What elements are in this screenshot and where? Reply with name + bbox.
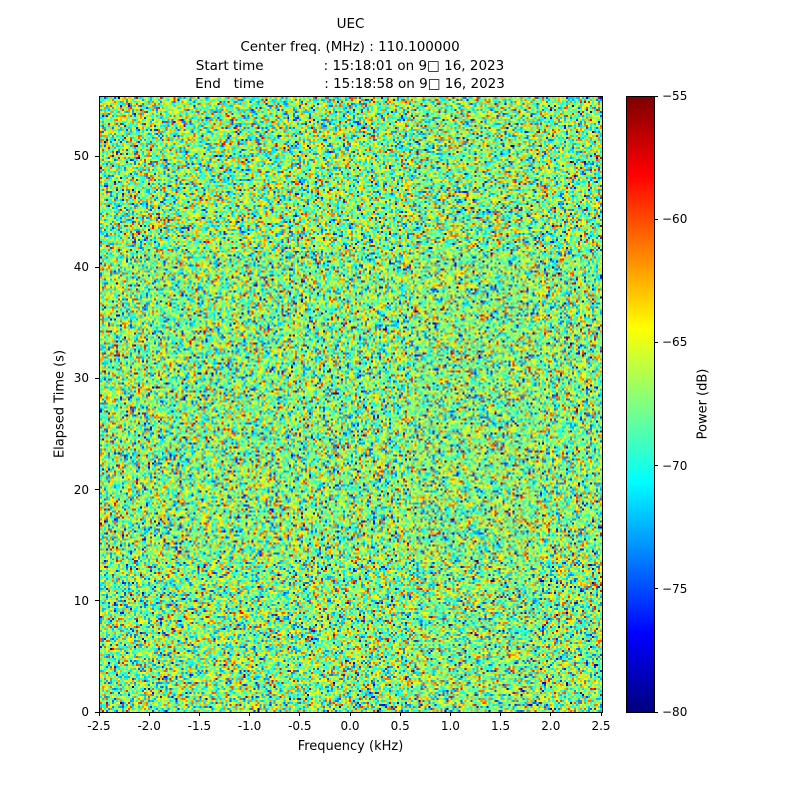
colorbar-tick-label: −70	[662, 458, 688, 473]
center-freq-line: Center freq. (MHz) : 110.100000	[240, 39, 460, 55]
y-tick-label: 10	[73, 593, 89, 608]
x-tick-mark	[600, 712, 602, 716]
y-tick-label: 40	[73, 260, 89, 275]
x-tick-mark	[249, 712, 251, 716]
colorbar-tick-label: −80	[662, 705, 688, 719]
colorbar-tick-mark	[654, 95, 658, 97]
x-tick-label: 0.5	[390, 719, 410, 733]
x-tick-mark	[550, 712, 552, 716]
y-tick-label: 50	[73, 149, 89, 164]
x-tick-mark	[349, 712, 351, 716]
y-tick-label: 0	[81, 705, 89, 719]
x-tick-label: -1.5	[187, 719, 212, 733]
colorbar-canvas	[627, 97, 654, 712]
x-tick-label: 1.0	[440, 719, 460, 733]
x-tick-mark	[299, 712, 301, 716]
colorbar-tick-label: −75	[662, 581, 688, 596]
x-tick-label: 2.0	[541, 719, 561, 733]
y-tick-label: 20	[73, 482, 89, 497]
x-tick-label: -2.5	[87, 719, 111, 733]
colorbar	[626, 96, 655, 713]
x-tick-label: -0.5	[288, 719, 312, 733]
x-tick-label: -1.0	[237, 719, 262, 733]
x-axis-label: Frequency (kHz)	[297, 739, 404, 754]
colorbar-tick-mark	[654, 465, 658, 467]
colorbar-label: Power (dB)	[695, 368, 711, 440]
x-tick-mark	[399, 712, 401, 716]
y-axis-label: Elapsed Time (s)	[52, 349, 68, 459]
start-time-line: Start time : 15:18:01 on 9□ 16, 2023	[195, 58, 505, 74]
x-tick-mark	[500, 712, 502, 716]
colorbar-tick-mark	[654, 711, 658, 713]
x-tick-label: 1.5	[491, 719, 511, 733]
colorbar-tick-label: −60	[662, 212, 688, 227]
spectrogram-canvas	[100, 97, 602, 712]
plot-area	[99, 96, 603, 713]
x-tick-mark	[449, 712, 451, 716]
colorbar-tick-label: −55	[662, 89, 688, 103]
y-tick-mark	[95, 266, 99, 268]
end-time-line: End time : 15:18:58 on 9□ 16, 2023	[195, 76, 505, 92]
y-tick-mark	[95, 600, 99, 602]
y-tick-mark	[95, 377, 99, 379]
x-tick-mark	[198, 712, 200, 716]
y-tick-mark	[95, 155, 99, 157]
x-tick-label: 0.0	[340, 719, 360, 733]
x-tick-mark	[98, 712, 100, 716]
colorbar-tick-mark	[654, 588, 658, 590]
x-tick-label: 2.5	[591, 719, 611, 733]
x-tick-label: -2.0	[137, 719, 161, 733]
y-tick-label: 30	[73, 371, 89, 386]
colorbar-tick-mark	[654, 341, 658, 343]
x-tick-mark	[148, 712, 150, 716]
y-tick-mark	[95, 711, 99, 713]
chart-title: UEC	[336, 16, 365, 32]
colorbar-tick-label: −65	[662, 335, 688, 350]
colorbar-tick-mark	[654, 218, 658, 220]
y-tick-mark	[95, 489, 99, 491]
